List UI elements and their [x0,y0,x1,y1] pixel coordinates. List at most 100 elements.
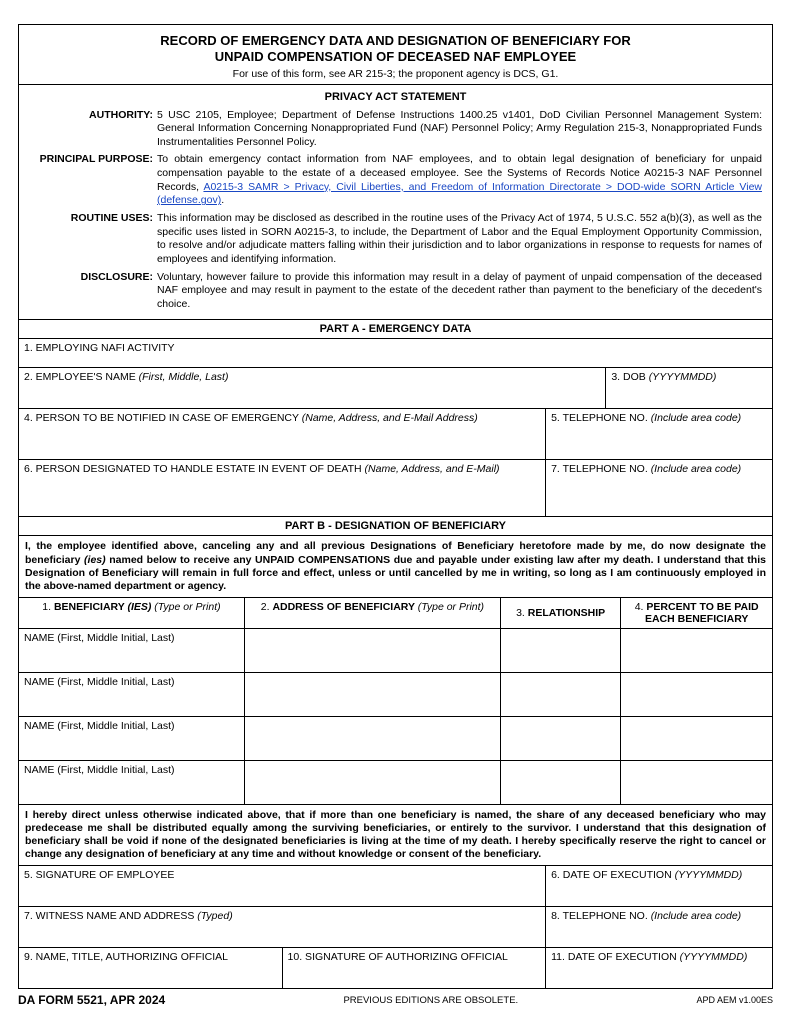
field-4[interactable]: 4. PERSON TO BE NOTIFIED IN CASE OF EMER… [19,409,546,459]
beneficiary-row-3[interactable]: NAME (First, Middle Initial, Last) [19,717,772,761]
form-title-l1: RECORD OF EMERGENCY DATA AND DESIGNATION… [29,33,762,49]
name-lbl: NAME [24,676,57,688]
field-6-label: 6. PERSON DESIGNATED TO HANDLE ESTATE IN… [24,463,365,475]
form-header: RECORD OF EMERGENCY DATA AND DESIGNATION… [19,25,772,85]
field-4-hint: (Name, Address, and E-Mail Address) [302,412,478,424]
ben1-name[interactable]: NAME (First, Middle Initial, Last) [19,629,245,672]
disclosure-text: Voluntary, however failure to provide th… [157,271,762,312]
beneficiary-header: 1. BENEFICIARY (IES) (Type or Print) 2. … [19,598,772,629]
field-4-label: 4. PERSON TO BE NOTIFIED IN CASE OF EMER… [24,412,302,424]
name-lbl: NAME [24,764,57,776]
field-2[interactable]: 2. EMPLOYEE'S NAME (First, Middle, Last) [19,368,606,408]
routine-label: ROUTINE USES: [29,212,157,267]
ben2-name[interactable]: NAME (First, Middle Initial, Last) [19,673,245,716]
field-b9-label: 9. NAME, TITLE, AUTHORIZING OFFICIAL [24,951,228,963]
form-title-l2: UNPAID COMPENSATION OF DECEASED NAF EMPL… [29,49,762,65]
part-a-heading: PART A - EMERGENCY DATA [19,320,772,339]
field-b7-label: 7. WITNESS NAME AND ADDRESS [24,910,197,922]
routine-row: ROUTINE USES: This information may be di… [29,212,762,267]
ben2-address[interactable] [245,673,501,716]
ben4-percent[interactable] [621,761,772,804]
ben4-address[interactable] [245,761,501,804]
field-b10[interactable]: 10. SIGNATURE OF AUTHORIZING OFFICIAL [283,948,547,988]
name-lbl: NAME [24,720,57,732]
purpose-label: PRINCIPAL PURPOSE: [29,153,157,208]
col4-header: 4. PERCENT TO BE PAID EACH BENEFICIARY [621,598,772,628]
name-hint: (First, Middle Initial, Last) [57,676,174,688]
field-b10-label: 10. SIGNATURE OF AUTHORIZING OFFICIAL [288,951,508,963]
field-6-7-row: 6. PERSON DESIGNATED TO HANDLE ESTATE IN… [19,460,772,516]
disclosure-label: DISCLOSURE: [29,271,157,312]
field-b8-hint: (Include area code) [651,910,741,922]
field-b7-hint: (Typed) [197,910,232,922]
field-6-hint: (Name, Address, and E-Mail) [365,463,500,475]
name-lbl: NAME [24,632,57,644]
col1-header: 1. BENEFICIARY (IES) (Type or Print) [19,598,245,628]
intro-b: named below to receive any UNPAID COMPEN… [25,554,766,592]
field-4-5-row: 4. PERSON TO BE NOTIFIED IN CASE OF EMER… [19,409,772,460]
field-b8-label: 8. TELEPHONE NO. [551,910,651,922]
field-b5[interactable]: 5. SIGNATURE OF EMPLOYEE [19,866,546,906]
col2-c: (Type or Print) [418,601,484,613]
field-5-hint: (Include area code) [651,412,741,424]
purpose-text-b: . [221,194,224,206]
privacy-heading: PRIVACY ACT STATEMENT [29,85,762,105]
col2-b: ADDRESS OF BENEFICIARY [272,601,417,613]
authority-row: AUTHORITY: 5 USC 2105, Employee; Departm… [29,109,762,150]
col1-c: (Type or Print) [154,601,220,613]
ben3-name[interactable]: NAME (First, Middle Initial, Last) [19,717,245,760]
privacy-block: PRIVACY ACT STATEMENT AUTHORITY: 5 USC 2… [19,85,772,321]
field-b9[interactable]: 9. NAME, TITLE, AUTHORIZING OFFICIAL [19,948,283,988]
ben4-relationship[interactable] [501,761,621,804]
ben1-address[interactable] [245,629,501,672]
field-b7-b8-row: 7. WITNESS NAME AND ADDRESS (Typed) 8. T… [19,907,772,948]
authority-text: 5 USC 2105, Employee; Department of Defe… [157,109,762,150]
field-b6-hint: (YYYYMMDD) [675,869,743,881]
col1-ies: (IES) [127,601,154,613]
col1-a: 1. [42,601,54,613]
ben3-relationship[interactable] [501,717,621,760]
field-5-label: 5. TELEPHONE NO. [551,412,651,424]
field-b5-b6-row: 5. SIGNATURE OF EMPLOYEE 6. DATE OF EXEC… [19,866,772,907]
field-b11-label: 11. DATE OF EXECUTION [551,951,680,963]
disclosure-row: DISCLOSURE: Voluntary, however failure t… [29,271,762,312]
part-b-intro: I, the employee identified above, cancel… [19,536,772,598]
ben2-relationship[interactable] [501,673,621,716]
field-b9-b10-b11-row: 9. NAME, TITLE, AUTHORIZING OFFICIAL 10.… [19,948,772,988]
field-7-label: 7. TELEPHONE NO. [551,463,651,475]
ben2-percent[interactable] [621,673,772,716]
field-3[interactable]: 3. DOB (YYYYMMDD) [606,368,772,408]
beneficiary-row-2[interactable]: NAME (First, Middle Initial, Last) [19,673,772,717]
field-b8[interactable]: 8. TELEPHONE NO. (Include area code) [546,907,772,947]
routine-text: This information may be disclosed as des… [157,212,762,267]
field-5[interactable]: 5. TELEPHONE NO. (Include area code) [546,409,772,459]
field-b7[interactable]: 7. WITNESS NAME AND ADDRESS (Typed) [19,907,546,947]
field-1-row: 1. EMPLOYING NAFI ACTIVITY [19,339,772,368]
name-hint: (First, Middle Initial, Last) [57,632,174,644]
field-b6[interactable]: 6. DATE OF EXECUTION (YYYYMMDD) [546,866,772,906]
ben3-address[interactable] [245,717,501,760]
field-b6-label: 6. DATE OF EXECUTION [551,869,675,881]
ben4-name[interactable]: NAME (First, Middle Initial, Last) [19,761,245,804]
field-b11[interactable]: 11. DATE OF EXECUTION (YYYYMMDD) [546,948,772,988]
field-b11-hint: (YYYYMMDD) [680,951,748,963]
sorn-link[interactable]: A0215-3 SAMR > Privacy, Civil Liberties,… [157,181,762,207]
obsolete-notice: PREVIOUS EDITIONS ARE OBSOLETE. [343,995,518,1006]
beneficiary-row-1[interactable]: NAME (First, Middle Initial, Last) [19,629,772,673]
field-7[interactable]: 7. TELEPHONE NO. (Include area code) [546,460,772,516]
beneficiary-row-4[interactable]: NAME (First, Middle Initial, Last) [19,761,772,805]
field-2-3-row: 2. EMPLOYEE'S NAME (First, Middle, Last)… [19,368,772,409]
field-1[interactable]: 1. EMPLOYING NAFI ACTIVITY [19,339,772,367]
field-7-hint: (Include area code) [651,463,741,475]
ben3-percent[interactable] [621,717,772,760]
form-subtitle: For use of this form, see AR 215-3; the … [29,68,762,80]
ben1-relationship[interactable] [501,629,621,672]
intro-ies: (ies) [84,554,106,566]
col4-b: PERCENT TO BE PAID EACH BENEFICIARY [645,601,759,625]
purpose-text: To obtain emergency contact information … [157,153,762,208]
part-b-outro: I hereby direct unless otherwise indicat… [19,805,772,867]
col2-header: 2. ADDRESS OF BENEFICIARY (Type or Print… [245,598,501,628]
field-3-label: 3. DOB [611,371,648,383]
field-6[interactable]: 6. PERSON DESIGNATED TO HANDLE ESTATE IN… [19,460,546,516]
ben1-percent[interactable] [621,629,772,672]
